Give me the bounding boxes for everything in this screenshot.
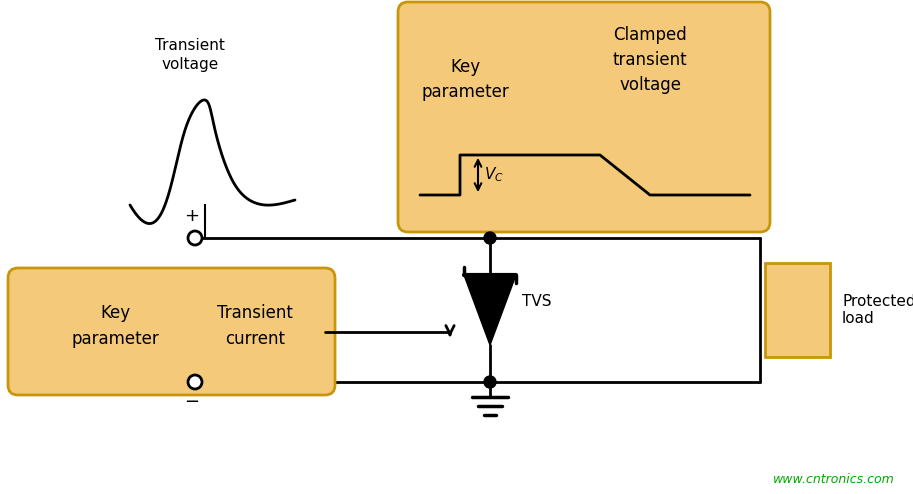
Polygon shape [464,275,516,345]
Text: www.cntronics.com: www.cntronics.com [773,473,895,486]
Text: Protected
load: Protected load [842,294,913,326]
Text: Key
parameter: Key parameter [71,304,159,347]
Text: Transient
voltage: Transient voltage [155,38,225,73]
Text: Transient
current: Transient current [217,304,293,347]
Text: TVS: TVS [522,294,551,310]
FancyBboxPatch shape [398,2,770,232]
FancyBboxPatch shape [8,268,335,395]
FancyBboxPatch shape [765,263,830,357]
Circle shape [188,231,202,245]
Circle shape [484,376,496,388]
Circle shape [188,375,202,389]
Text: Clamped
transient
voltage: Clamped transient voltage [613,26,687,94]
Text: −: − [184,393,200,411]
Circle shape [484,232,496,244]
Text: Key
parameter: Key parameter [421,58,509,101]
Text: $V_C$: $V_C$ [484,165,504,184]
Text: +: + [184,207,200,225]
